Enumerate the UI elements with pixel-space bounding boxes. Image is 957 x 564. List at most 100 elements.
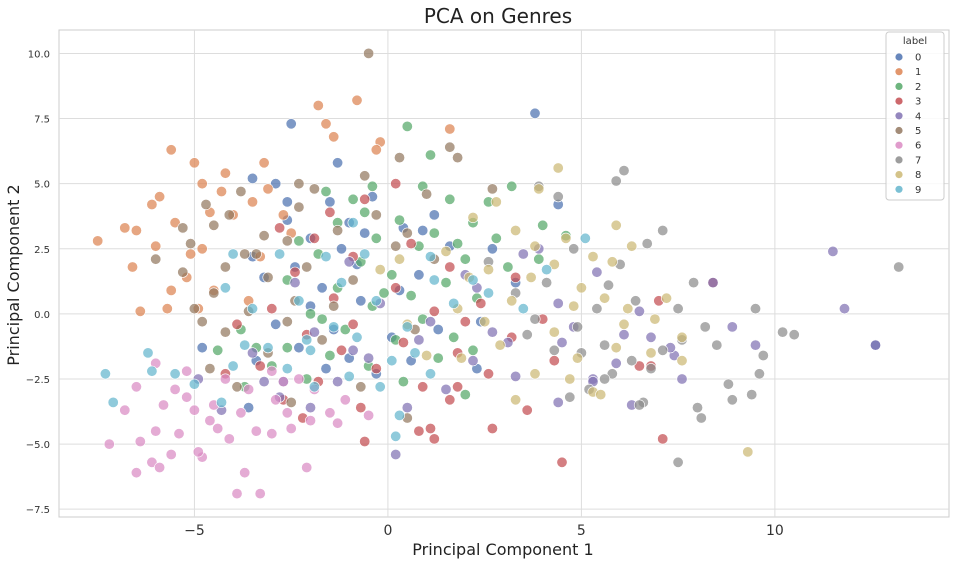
data-point-label-5: [452, 152, 464, 164]
legend-label-8: 8: [915, 170, 921, 181]
legend-marker-7: [895, 156, 903, 164]
data-point-label-5: [185, 238, 197, 250]
data-point-label-2: [537, 219, 549, 231]
data-point-label-3: [444, 261, 456, 273]
data-point-label-9: [347, 217, 359, 229]
data-point-label-3: [521, 404, 533, 416]
data-point-label-3: [510, 271, 522, 283]
data-point-label-4: [707, 277, 719, 289]
data-point-label-3: [459, 316, 471, 328]
data-point-label-3: [370, 363, 382, 375]
data-point-label-9: [304, 344, 316, 356]
data-point-label-5: [293, 201, 305, 213]
data-point-label-5: [444, 141, 456, 153]
data-point-label-9: [293, 295, 305, 307]
data-point-label-5: [281, 235, 293, 247]
data-point-label-2: [506, 180, 518, 192]
legend-marker-8: [895, 171, 903, 179]
data-point-label-0: [243, 402, 255, 414]
data-point-label-6: [130, 467, 142, 479]
data-point-label-6: [250, 425, 262, 437]
data-point-label-7: [599, 339, 611, 351]
data-point-label-4: [289, 277, 301, 289]
data-point-label-9: [482, 287, 494, 299]
data-point-label-8: [606, 256, 618, 268]
data-point-label-6: [158, 399, 170, 411]
data-point-label-7: [529, 313, 541, 325]
data-point-label-2: [212, 344, 224, 356]
data-point-label-6: [266, 365, 278, 377]
data-point-label-7: [571, 321, 583, 333]
data-point-label-6: [324, 407, 336, 419]
data-point-label-1: [165, 144, 177, 156]
data-point-label-5: [293, 178, 305, 190]
data-point-label-5: [347, 274, 359, 286]
data-point-label-1: [154, 191, 166, 203]
data-point-label-5: [231, 381, 243, 393]
data-point-label-1: [277, 209, 289, 221]
data-point-label-4: [517, 248, 529, 260]
data-point-label-9: [216, 396, 228, 408]
data-point-label-8: [506, 295, 518, 307]
y-tick-label: 0.0: [34, 310, 50, 321]
data-point-label-6: [281, 407, 293, 419]
data-point-label-2: [397, 376, 409, 388]
data-point-label-2: [366, 180, 378, 192]
y-tick-label: −2.5: [26, 375, 50, 386]
data-point-label-7: [606, 368, 618, 380]
data-point-label-9: [541, 264, 553, 276]
data-point-label-2: [467, 344, 479, 356]
data-point-label-9: [188, 378, 200, 390]
data-point-label-8: [525, 271, 537, 283]
data-point-label-8: [626, 240, 638, 252]
data-point-label-7: [599, 373, 611, 385]
data-point-label-4: [618, 329, 630, 341]
data-point-label-4: [510, 370, 522, 382]
data-point-label-2: [440, 277, 452, 289]
data-point-label-3: [657, 433, 669, 445]
data-point-label-8: [587, 251, 599, 263]
data-point-label-6: [169, 383, 181, 395]
data-point-label-3: [390, 282, 402, 294]
data-point-label-5: [204, 363, 216, 375]
data-point-label-8: [676, 355, 688, 367]
data-point-label-8: [599, 292, 611, 304]
data-point-label-2: [347, 193, 359, 205]
data-point-label-4: [401, 402, 413, 414]
data-point-label-7: [657, 344, 669, 356]
data-point-label-0: [293, 342, 305, 354]
data-point-label-9: [386, 355, 398, 367]
data-point-label-6: [212, 422, 224, 434]
data-point-label-1: [92, 235, 104, 247]
data-point-label-2: [490, 232, 502, 244]
data-point-label-4: [258, 376, 270, 388]
data-point-label-4: [838, 303, 850, 315]
data-point-label-0: [335, 243, 347, 255]
data-point-label-9: [219, 282, 231, 294]
data-point-label-2: [359, 206, 371, 218]
data-point-label-9: [467, 274, 479, 286]
data-point-label-2: [370, 232, 382, 244]
data-point-label-1: [328, 131, 340, 143]
data-point-label-0: [428, 209, 440, 221]
data-point-label-3: [266, 303, 278, 315]
data-point-label-9: [247, 303, 259, 315]
data-point-label-5: [308, 183, 320, 195]
data-point-label-3: [335, 344, 347, 356]
x-tick-label: −5: [184, 523, 205, 539]
data-point-label-1: [196, 243, 208, 255]
data-point-label-2: [459, 389, 471, 401]
data-point-label-1: [169, 217, 181, 229]
data-point-label-9: [424, 368, 436, 380]
data-point-label-5: [301, 261, 313, 273]
data-point-label-1: [216, 186, 228, 198]
legend-title: label: [903, 36, 927, 47]
data-point-label-2: [424, 149, 436, 161]
data-point-label-6: [223, 433, 235, 445]
data-point-label-0: [359, 227, 371, 239]
x-tick-label: 10: [766, 523, 784, 539]
data-point-label-4: [343, 256, 355, 268]
data-point-label-8: [533, 183, 545, 195]
data-point-label-0: [332, 157, 344, 169]
